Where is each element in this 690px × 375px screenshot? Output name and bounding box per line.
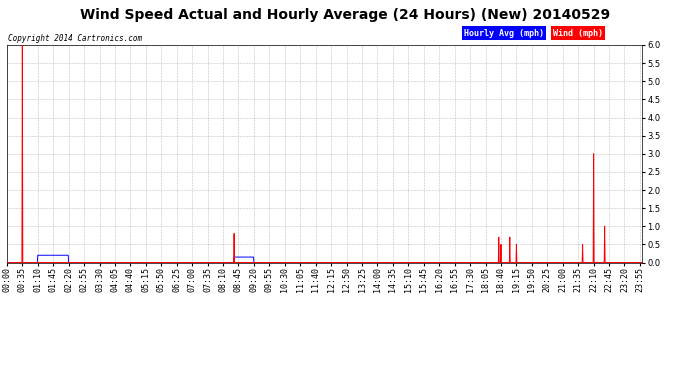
- Text: Hourly Avg (mph): Hourly Avg (mph): [464, 28, 544, 38]
- Text: Wind (mph): Wind (mph): [553, 28, 603, 38]
- Text: Wind Speed Actual and Hourly Average (24 Hours) (New) 20140529: Wind Speed Actual and Hourly Average (24…: [80, 8, 610, 21]
- Text: Copyright 2014 Cartronics.com: Copyright 2014 Cartronics.com: [8, 34, 141, 43]
